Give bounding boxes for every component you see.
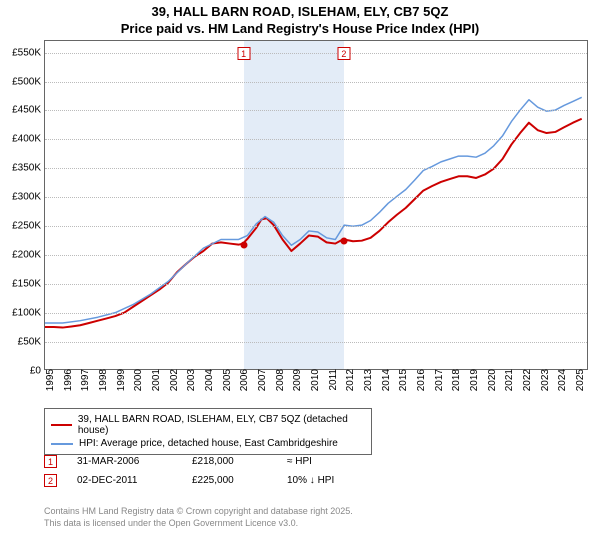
- gridline: [45, 110, 587, 111]
- line-series-svg: [45, 41, 587, 369]
- sale-delta: 10% ↓ HPI: [287, 475, 367, 486]
- xtick-label: 2024: [553, 369, 568, 391]
- sale-index: 2: [44, 474, 57, 487]
- xtick-label: 2015: [394, 369, 409, 391]
- xtick-label: 1995: [41, 369, 56, 391]
- sales-table: 1 31-MAR-2006 £218,000 ≈ HPI 2 02-DEC-2011 £22…: [44, 452, 367, 490]
- title-block: 39, HALL BARN ROAD, ISLEHAM, ELY, CB7 5Q…: [0, 0, 600, 38]
- xtick-label: 2022: [518, 369, 533, 391]
- sale-price: £218,000: [192, 456, 267, 467]
- xtick-label: 2008: [271, 369, 286, 391]
- ytick-label: £550K: [12, 47, 45, 58]
- ytick-label: £400K: [12, 134, 45, 145]
- xtick-label: 2019: [465, 369, 480, 391]
- sale-dot: [240, 241, 247, 248]
- ytick-label: £500K: [12, 76, 45, 87]
- ytick-label: £450K: [12, 105, 45, 116]
- xtick-label: 2001: [147, 369, 162, 391]
- legend-swatch: [51, 443, 73, 445]
- legend-label: HPI: Average price, detached house, East…: [79, 438, 338, 449]
- xtick-label: 2020: [483, 369, 498, 391]
- title-address: 39, HALL BARN ROAD, ISLEHAM, ELY, CB7 5Q…: [0, 4, 600, 21]
- xtick-label: 2023: [536, 369, 551, 391]
- ytick-label: £150K: [12, 279, 45, 290]
- gridline: [45, 53, 587, 54]
- legend-item: 39, HALL BARN ROAD, ISLEHAM, ELY, CB7 5Q…: [51, 413, 365, 437]
- title-subtitle: Price paid vs. HM Land Registry's House …: [0, 21, 600, 38]
- xtick-label: 2021: [500, 369, 515, 391]
- series-property: [45, 119, 582, 328]
- xtick-label: 2010: [306, 369, 321, 391]
- xtick-label: 2011: [324, 369, 339, 391]
- xtick-label: 1998: [94, 369, 109, 391]
- sale-row: 1 31-MAR-2006 £218,000 ≈ HPI: [44, 452, 367, 471]
- gridline: [45, 313, 587, 314]
- footer-line1: Contains HM Land Registry data © Crown c…: [44, 506, 353, 518]
- gridline: [45, 197, 587, 198]
- ytick-label: £300K: [12, 192, 45, 203]
- ytick-label: £50K: [18, 337, 45, 348]
- xtick-label: 1997: [76, 369, 91, 391]
- sale-index: 1: [44, 455, 57, 468]
- chart-plot-area: £0£50K£100K£150K£200K£250K£300K£350K£400…: [44, 40, 588, 370]
- legend-swatch: [51, 424, 72, 426]
- sale-price: £225,000: [192, 475, 267, 486]
- xtick-label: 2002: [165, 369, 180, 391]
- xtick-label: 2009: [288, 369, 303, 391]
- xtick-label: 2003: [182, 369, 197, 391]
- legend-box: 39, HALL BARN ROAD, ISLEHAM, ELY, CB7 5Q…: [44, 408, 372, 455]
- ytick-label: £250K: [12, 221, 45, 232]
- series-hpi: [45, 97, 582, 323]
- sale-marker: 1: [237, 47, 250, 60]
- gridline: [45, 226, 587, 227]
- gridline: [45, 168, 587, 169]
- xtick-label: 2013: [359, 369, 374, 391]
- gridline: [45, 342, 587, 343]
- xtick-label: 2007: [253, 369, 268, 391]
- xtick-label: 2006: [235, 369, 250, 391]
- sale-dot: [340, 237, 347, 244]
- sale-date: 02-DEC-2011: [77, 475, 172, 486]
- gridline: [45, 139, 587, 140]
- xtick-label: 2005: [218, 369, 233, 391]
- ytick-label: £100K: [12, 308, 45, 319]
- footer-attribution: Contains HM Land Registry data © Crown c…: [44, 506, 353, 529]
- sale-row: 2 02-DEC-2011 £225,000 10% ↓ HPI: [44, 471, 367, 490]
- xtick-label: 2012: [341, 369, 356, 391]
- legend-item: HPI: Average price, detached house, East…: [51, 437, 365, 450]
- legend-label: 39, HALL BARN ROAD, ISLEHAM, ELY, CB7 5Q…: [78, 414, 365, 436]
- sale-marker: 2: [337, 47, 350, 60]
- gridline: [45, 284, 587, 285]
- xtick-label: 2017: [430, 369, 445, 391]
- xtick-label: 2018: [447, 369, 462, 391]
- chart-container: 39, HALL BARN ROAD, ISLEHAM, ELY, CB7 5Q…: [0, 0, 600, 560]
- sale-delta: ≈ HPI: [287, 456, 367, 467]
- xtick-label: 1999: [112, 369, 127, 391]
- xtick-label: 2016: [412, 369, 427, 391]
- xtick-label: 1996: [59, 369, 74, 391]
- gridline: [45, 255, 587, 256]
- sale-date: 31-MAR-2006: [77, 456, 172, 467]
- footer-line2: This data is licensed under the Open Gov…: [44, 518, 353, 530]
- xtick-label: 2004: [200, 369, 215, 391]
- gridline: [45, 82, 587, 83]
- xtick-label: 2025: [571, 369, 586, 391]
- ytick-label: £350K: [12, 163, 45, 174]
- xtick-label: 2000: [129, 369, 144, 391]
- ytick-label: £200K: [12, 250, 45, 261]
- xtick-label: 2014: [377, 369, 392, 391]
